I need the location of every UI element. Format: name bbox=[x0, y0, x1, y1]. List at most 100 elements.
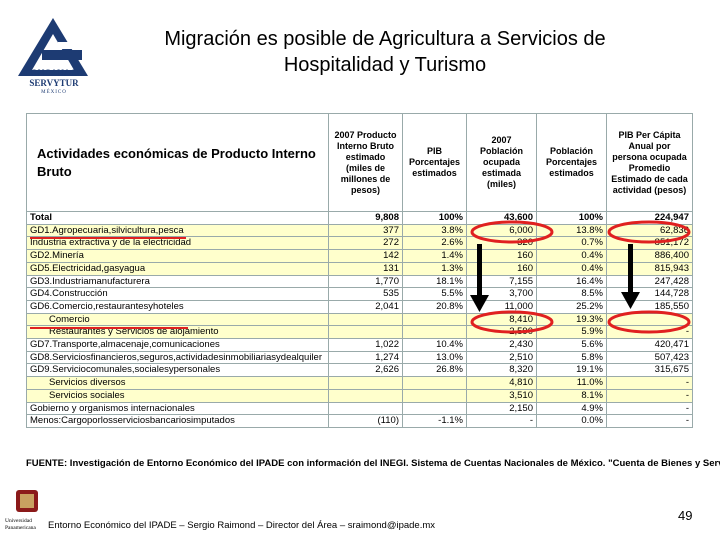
cell-label: GD9.Serviciocomunales,socialesypersonale… bbox=[26, 363, 329, 378]
table-row: Gobierno y organismos internacionales 2,1… bbox=[26, 401, 693, 416]
table-row: GD3.Industriamanufacturera 1,770 18.1% 7,15… bbox=[26, 274, 693, 289]
cell-pop-pct: 4.9% bbox=[536, 401, 607, 416]
cell-pib-pct: -1.1% bbox=[402, 414, 467, 428]
slide-title: Migración es posible de Agricultura a Se… bbox=[100, 26, 670, 78]
cell-pib: 535 bbox=[328, 287, 403, 301]
cell-label: GD5.Electricidad,gasyagua bbox=[26, 261, 329, 276]
cell-per-cap: 144,728 bbox=[606, 287, 693, 301]
cell-pop-pct: 16.4% bbox=[536, 274, 607, 289]
cell-pop-pct: 8.5% bbox=[536, 287, 607, 301]
cell-pop: 2,430 bbox=[466, 338, 537, 352]
cell-per-cap: 886,400 bbox=[606, 249, 693, 263]
cell-label: Servicios diversos bbox=[26, 376, 329, 390]
cell-pib-pct: 3.8% bbox=[402, 223, 467, 238]
cell-pop-pct: 100% bbox=[536, 211, 607, 225]
cell-per-cap: 815,943 bbox=[606, 261, 693, 276]
cell-label: Comercio bbox=[26, 312, 329, 327]
cell-pop-pct: 0.7% bbox=[536, 236, 607, 251]
cell-per-cap: - bbox=[606, 376, 693, 390]
table-row: Total 9,808 100% 43,600 100% 224,947 bbox=[26, 211, 693, 225]
cell-pib-pct: 20.8% bbox=[402, 299, 467, 314]
cell-pib-pct bbox=[402, 401, 467, 416]
cell-pib-pct bbox=[402, 325, 467, 340]
cell-pib: 2,041 bbox=[328, 299, 403, 314]
cell-pop: 2,150 bbox=[466, 401, 537, 416]
header-pib-porcentajes: PIB Porcentajes estimados bbox=[402, 113, 467, 212]
cell-per-cap: - bbox=[606, 325, 693, 340]
source-note: FUENTE: Investigación de Entorno Económi… bbox=[26, 458, 720, 469]
cell-label: Servicios sociales bbox=[26, 388, 329, 403]
header-pib-estimado: 2007 Producto Interno Bruto estimado (mi… bbox=[328, 113, 403, 212]
table-row: GD9.Serviciocomunales,socialesypersonale… bbox=[26, 363, 693, 378]
logo-text: CONCANACO SERVYTUR MÉXICO bbox=[24, 68, 84, 95]
cell-pib-pct: 100% bbox=[402, 211, 467, 225]
cell-pib-pct: 1.4% bbox=[402, 249, 467, 263]
cell-pib: 9,808 bbox=[328, 211, 403, 225]
cell-pop-pct: 8.1% bbox=[536, 388, 607, 403]
footer-text: Entorno Económico del IPADE – Sergio Rai… bbox=[48, 520, 436, 531]
cell-label: GD6.Comercio,restaurantesyhoteles bbox=[26, 299, 329, 314]
cell-pop-pct: 25.2% bbox=[536, 299, 607, 314]
ipade-label: Universidad Panamericana bbox=[5, 518, 36, 531]
cell-pop: 43,600 bbox=[466, 211, 537, 225]
cell-pop: - bbox=[466, 414, 537, 428]
cell-label: Total bbox=[26, 211, 329, 225]
ipade-logo bbox=[16, 490, 38, 512]
cell-pop-pct: 5.8% bbox=[536, 350, 607, 365]
cell-pop-pct: 0.4% bbox=[536, 249, 607, 263]
cell-pop-pct: 5.9% bbox=[536, 325, 607, 340]
cell-pib: 2,626 bbox=[328, 363, 403, 378]
cell-pib-pct: 18.1% bbox=[402, 274, 467, 289]
cell-per-cap: - bbox=[606, 388, 693, 403]
cell-pib-pct: 13.0% bbox=[402, 350, 467, 365]
cell-pib bbox=[328, 376, 403, 390]
cell-pop: 160 bbox=[466, 261, 537, 276]
cell-pop-pct: 0.4% bbox=[536, 261, 607, 276]
table-row: Servicios sociales 3,510 8.1% - bbox=[26, 388, 693, 403]
table-row: GD4.Construcción 535 5.5% 3,700 8.5% 144,728 bbox=[26, 287, 693, 301]
cell-pop: 2,510 bbox=[466, 350, 537, 365]
cell-pib-pct: 26.8% bbox=[402, 363, 467, 378]
cell-pop-pct: 13.8% bbox=[536, 223, 607, 238]
title-line-1: Migración es posible de Agricultura a Se… bbox=[164, 28, 606, 50]
cell-pib: 142 bbox=[328, 249, 403, 263]
cell-per-cap: 62,836 bbox=[606, 223, 693, 238]
header-activity: Actividades económicas de Producto Inter… bbox=[26, 113, 329, 212]
page-number: 49 bbox=[678, 508, 693, 523]
cell-pop: 6,000 bbox=[466, 223, 537, 238]
cell-per-cap: - bbox=[606, 312, 693, 327]
cell-pib: 1,022 bbox=[328, 338, 403, 352]
cell-pop-pct: 19.3% bbox=[536, 312, 607, 327]
table-row: Restaurantes y Servicios de alojamiento 2… bbox=[26, 325, 693, 340]
cell-pop: 11,000 bbox=[466, 299, 537, 314]
cell-per-cap: 185,550 bbox=[606, 299, 693, 314]
cell-pib bbox=[328, 325, 403, 340]
concanaco-logo bbox=[18, 18, 88, 76]
table-row: Menos:Cargoporlosserviciosbancariosimput… bbox=[26, 414, 693, 428]
cell-pop: 320 bbox=[466, 236, 537, 251]
cell-label: GD4.Construcción bbox=[26, 287, 329, 301]
cell-pib-pct bbox=[402, 312, 467, 327]
cell-pib-pct bbox=[402, 376, 467, 390]
cell-pib-pct bbox=[402, 388, 467, 403]
cell-label: GD3.Industriamanufacturera bbox=[26, 274, 329, 289]
cell-pib: 1,770 bbox=[328, 274, 403, 289]
cell-per-cap: - bbox=[606, 401, 693, 416]
cell-pib: 272 bbox=[328, 236, 403, 251]
cell-label: Gobierno y organismos internacionales bbox=[26, 401, 329, 416]
cell-per-cap: - bbox=[606, 414, 693, 428]
header-poblacion-porcentajes: Población Porcentajes estimados bbox=[536, 113, 607, 212]
table-row: Industria extractiva y de la electricida… bbox=[26, 236, 693, 251]
cell-label: Menos:Cargoporlosserviciosbancariosimput… bbox=[26, 414, 329, 428]
cell-pop: 8,320 bbox=[466, 363, 537, 378]
cell-label: Restaurantes y Servicios de alojamiento bbox=[26, 325, 329, 340]
cell-pib: (110) bbox=[328, 414, 403, 428]
cell-label: GD2.Minería bbox=[26, 249, 329, 263]
header-pib-per-capita: PIB Per Cápita Anual por persona ocupada… bbox=[606, 113, 693, 212]
table-row: Comercio 8,410 19.3% - bbox=[26, 312, 693, 327]
table-row: GD1.Agropecuaria,silvicultura,pesca 377 3.… bbox=[26, 223, 693, 238]
cell-label: GD1.Agropecuaria,silvicultura,pesca bbox=[26, 223, 329, 238]
cell-per-cap: 420,471 bbox=[606, 338, 693, 352]
cell-pop-pct: 11.0% bbox=[536, 376, 607, 390]
cell-label: GD8.Serviciosfinancieros,seguros,activid… bbox=[26, 350, 329, 365]
